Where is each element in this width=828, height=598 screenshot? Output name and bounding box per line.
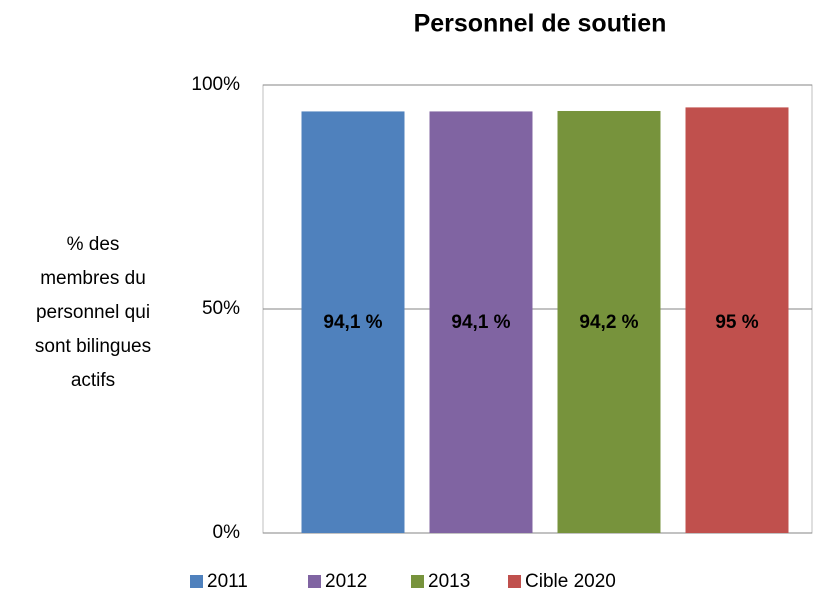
value-label: 95 % <box>715 312 758 333</box>
value-label: 94,1 % <box>323 312 382 333</box>
legend-label: 2013 <box>428 571 470 592</box>
legend-label: 2012 <box>325 571 367 592</box>
y-tick-label: 0% <box>213 522 241 543</box>
y-axis-label: sont bilingues <box>35 336 151 357</box>
legend-swatch <box>411 575 424 588</box>
bar <box>301 111 405 533</box>
legend-label: 2011 <box>207 571 248 592</box>
value-label: 94,1 % <box>451 312 510 333</box>
y-axis-label: actifs <box>71 370 115 391</box>
bar <box>685 107 789 534</box>
legend-swatch <box>308 575 321 588</box>
bar <box>557 110 661 533</box>
legend-swatch <box>508 575 521 588</box>
y-axis-label: % des <box>67 234 120 255</box>
chart-title: Personnel de soutien <box>414 10 667 38</box>
y-tick-label: 50% <box>202 298 240 319</box>
legend-swatch <box>190 575 203 588</box>
y-tick-label: 100% <box>191 74 240 95</box>
bar <box>429 111 533 533</box>
y-axis-label: personnel qui <box>36 302 150 323</box>
legend-label: Cible 2020 <box>525 571 616 592</box>
y-axis-label: membres du <box>40 268 146 289</box>
value-label: 94,2 % <box>579 312 638 333</box>
